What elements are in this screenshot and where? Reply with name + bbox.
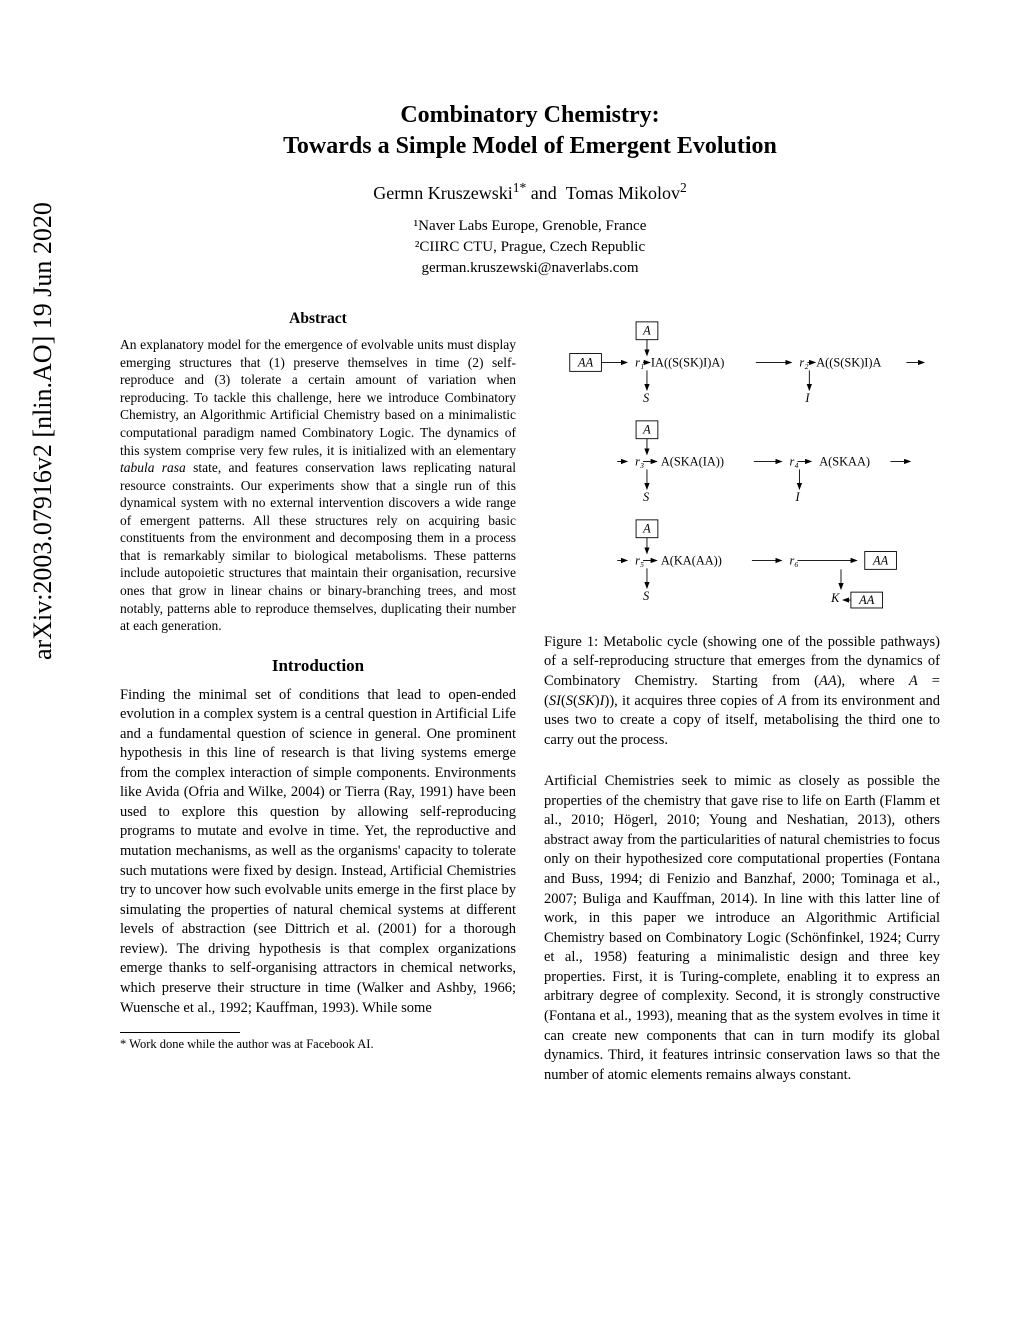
svg-text:A(KA(AA)): A(KA(AA)) [661,554,722,568]
svg-text:r₁: r₁ [635,356,644,370]
svg-text:r₆: r₆ [790,554,799,568]
svg-text:S: S [643,490,649,504]
abstract-body: An explanatory model for the emergence o… [120,336,516,634]
footnote: * Work done while the author was at Face… [120,1037,516,1052]
arxiv-banner: arXiv:2003.07916v2 [nlin.AO] 19 Jun 2020 [28,202,58,660]
svg-text:r₃: r₃ [635,455,644,469]
authors: Germn Kruszewski1* and Tomas Mikolov2 [120,180,940,204]
svg-text:A: A [642,324,651,338]
svg-text:r₄: r₄ [790,455,799,469]
introduction-body: Finding the minimal set of conditions th… [120,686,516,1019]
svg-text:A(SKA(IA)): A(SKA(IA)) [661,455,724,469]
svg-text:S: S [643,589,649,603]
page-content: Combinatory Chemistry: Towards a Simple … [0,0,1020,1125]
svg-text:I: I [804,391,810,405]
affiliations: ¹Naver Labs Europe, Grenoble, France ²CI… [120,216,940,279]
svg-text:AA: AA [858,593,875,607]
svg-text:A: A [642,423,651,437]
svg-text:A: A [642,522,651,536]
svg-text:AA: AA [577,356,594,370]
svg-text:AA: AA [872,554,889,568]
svg-text:A(SKAA): A(SKAA) [819,455,870,469]
right-column: AAAAAAAAA r₁IA((S(SK)I)A)r₂A((S(SK)I)ASI… [544,309,940,1085]
svg-text:IA((S(SK)I)A): IA((S(SK)I)A) [651,356,724,370]
two-column-layout: Abstract An explanatory model for the em… [120,309,940,1085]
svg-text:A((S(SK)I)A: A((S(SK)I)A [816,356,881,370]
svg-text:I: I [794,490,800,504]
figure-1-svg: AAAAAAAAA r₁IA((S(SK)I)A)r₂A((S(SK)I)ASI… [544,309,940,616]
email: german.kruszewski@naverlabs.com [421,260,638,276]
svg-text:r₅: r₅ [635,554,644,568]
svg-text:K: K [830,591,840,605]
abstract-heading: Abstract [120,309,516,330]
left-column: Abstract An explanatory model for the em… [120,309,516,1085]
title-line-2: Towards a Simple Model of Emergent Evolu… [283,133,777,159]
paper-title: Combinatory Chemistry: Towards a Simple … [120,100,940,162]
footnote-rule [120,1032,240,1033]
affil-1: ¹Naver Labs Europe, Grenoble, France [414,218,647,234]
affil-2: ²CIIRC CTU, Prague, Czech Republic [415,239,645,255]
figure-1-caption: Figure 1: Metabolic cycle (showing one o… [544,633,940,750]
title-line-1: Combinatory Chemistry: [400,102,659,128]
svg-text:S: S [643,391,649,405]
right-column-body: Artificial Chemistries seek to mimic as … [544,772,940,1085]
figure-1: AAAAAAAAA r₁IA((S(SK)I)A)r₂A((S(SK)I)ASI… [544,309,940,622]
svg-text:r₂: r₂ [799,356,808,370]
introduction-heading: Introduction [120,655,516,678]
